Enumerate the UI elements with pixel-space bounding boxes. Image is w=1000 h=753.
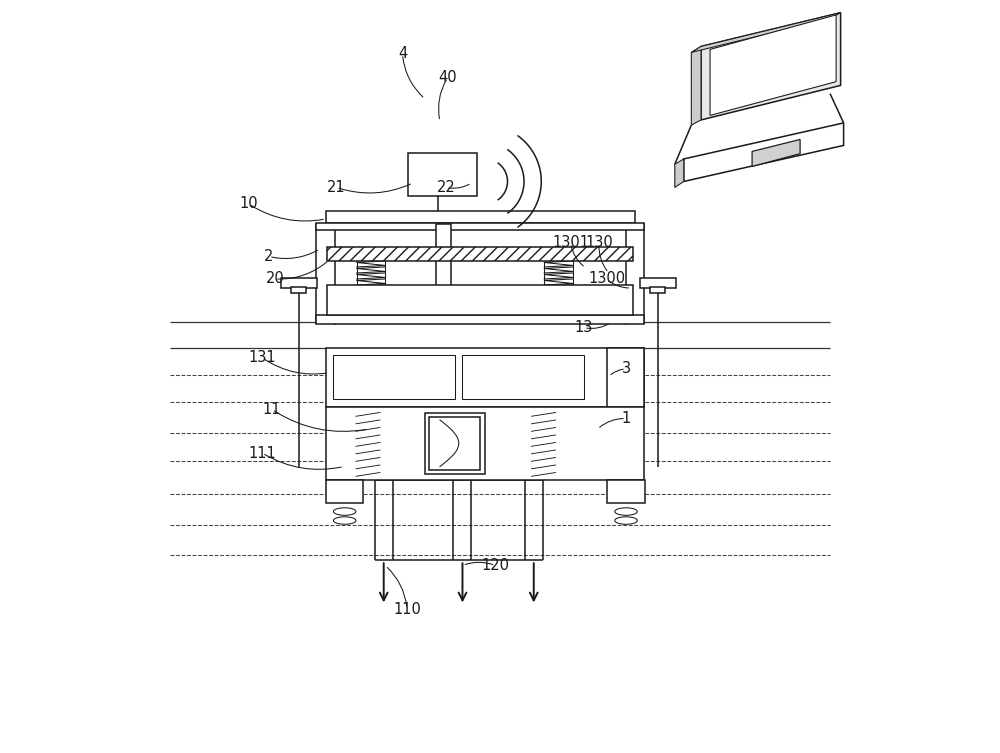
Bar bbox=[326, 407, 644, 480]
Bar bbox=[316, 223, 644, 230]
Polygon shape bbox=[752, 139, 800, 166]
Text: 40: 40 bbox=[438, 71, 457, 85]
Bar bbox=[326, 480, 363, 502]
Ellipse shape bbox=[333, 517, 356, 524]
Bar bbox=[327, 285, 633, 315]
Ellipse shape bbox=[333, 508, 356, 515]
Bar bbox=[408, 153, 477, 197]
Ellipse shape bbox=[615, 517, 637, 524]
Text: 20: 20 bbox=[266, 272, 284, 286]
Text: 2: 2 bbox=[264, 249, 274, 264]
Bar bbox=[425, 413, 485, 474]
Ellipse shape bbox=[615, 508, 637, 515]
Bar bbox=[327, 248, 633, 261]
Text: 4: 4 bbox=[398, 47, 407, 62]
Text: 111: 111 bbox=[248, 446, 276, 461]
Text: 1: 1 bbox=[621, 411, 631, 426]
Text: 131: 131 bbox=[248, 350, 276, 365]
Text: 110: 110 bbox=[393, 602, 421, 617]
Polygon shape bbox=[684, 123, 844, 181]
Bar bbox=[429, 417, 480, 470]
Bar bbox=[333, 355, 455, 399]
Text: 120: 120 bbox=[481, 558, 509, 573]
Text: 11: 11 bbox=[263, 402, 281, 417]
Text: 22: 22 bbox=[437, 180, 455, 195]
Text: 13: 13 bbox=[575, 320, 593, 335]
Polygon shape bbox=[710, 15, 836, 115]
Polygon shape bbox=[691, 47, 701, 125]
Bar bbox=[326, 212, 635, 224]
Bar bbox=[640, 278, 676, 288]
Bar bbox=[316, 315, 644, 324]
Bar bbox=[291, 287, 306, 293]
Bar bbox=[607, 480, 645, 502]
Text: 1300: 1300 bbox=[588, 272, 625, 286]
Text: 130: 130 bbox=[585, 236, 613, 251]
Bar bbox=[607, 348, 644, 407]
Bar bbox=[326, 348, 644, 407]
Text: 1301: 1301 bbox=[552, 236, 589, 251]
Bar bbox=[650, 287, 665, 293]
Polygon shape bbox=[675, 159, 684, 187]
Bar bbox=[462, 355, 584, 399]
Polygon shape bbox=[691, 13, 841, 53]
Bar bbox=[281, 278, 317, 288]
Text: 21: 21 bbox=[327, 180, 346, 195]
Text: 10: 10 bbox=[239, 197, 258, 212]
Text: 3: 3 bbox=[621, 361, 631, 376]
Bar bbox=[436, 224, 451, 288]
Polygon shape bbox=[701, 13, 841, 120]
